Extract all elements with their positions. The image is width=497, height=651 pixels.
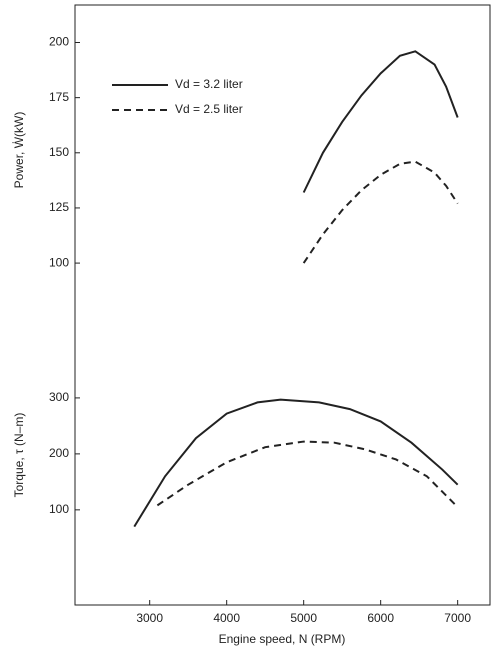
line [302, 160, 459, 264]
y-tick-label: 100 [49, 502, 69, 516]
y-tick-label: 100 [49, 255, 69, 269]
x-tick-label: 6000 [367, 611, 394, 625]
x-tick-label: 5000 [290, 611, 317, 625]
x-tick-label: 7000 [444, 611, 471, 625]
y-tick-label: 200 [49, 35, 69, 49]
legend-label: Vd = 2.5 liter [175, 102, 243, 116]
x-tick-label: 3000 [136, 611, 163, 625]
legend-label: Vd = 3.2 liter [175, 77, 243, 91]
x-tick-label: 4000 [213, 611, 240, 625]
x-axis-label: Engine speed, N (RPM) [219, 632, 346, 646]
y-tick-label: 300 [49, 390, 69, 404]
y-tick-label: 125 [49, 200, 69, 214]
line [156, 440, 459, 508]
y-tick-label: 175 [49, 90, 69, 104]
line [133, 398, 459, 528]
y-tick-label: 150 [49, 145, 69, 159]
plot-frame [74, 4, 491, 606]
line [302, 50, 459, 193]
y-tick-label: 200 [49, 446, 69, 460]
y-axis-label: Torque, τ (N–m) [12, 413, 26, 498]
y-axis-label: Power, Ẇ(kW) [12, 112, 26, 189]
